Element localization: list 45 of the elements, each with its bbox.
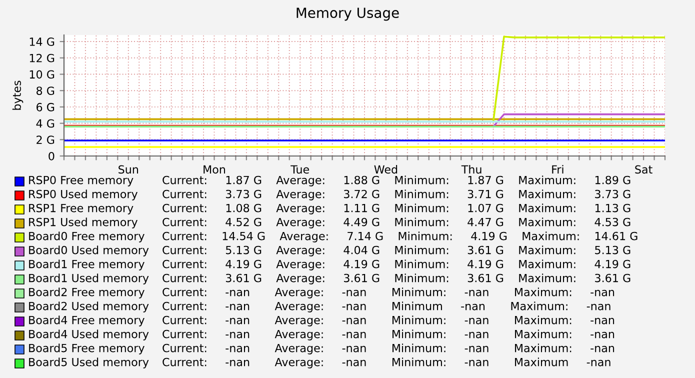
text: Current: -nan Average: -nan Minimum -nan Maximum: -nan xyxy=(162,302,610,312)
legend-label: RSP1 Free memory xyxy=(29,204,134,214)
text: Current: 3.61 G Average: 3.61 G Minimum: 3.61 G Maximum: 3.61 G xyxy=(162,274,630,284)
text: Current: -nan Average: -nan Minimum: -nan Maximum -nan xyxy=(162,358,610,368)
x-tick-label: Mon xyxy=(204,165,226,174)
text: Current: 1.87 G Average: 1.88 G Minimum: 1.87 G Maximum: 1.89 G xyxy=(162,176,630,186)
legend-label: Board0 Free memory xyxy=(29,232,144,242)
text: Current: 5.13 G Average: 4.04 G Minimum: 3.61 G Maximum: 5.13 G xyxy=(162,246,630,256)
text: Current: 4.52 G Average: 4.49 G Minimum: 4.47 G Maximum: 4.53 G xyxy=(162,218,630,228)
text: Current: -nan Average: -nan Minimum: -nan Maximum: -nan xyxy=(162,330,614,340)
legend-label: RSP1 Used memory xyxy=(29,218,138,228)
legend-label: Board0 Used memory xyxy=(29,246,149,256)
chart-title: Memory Usage xyxy=(296,8,399,21)
legend-label: Board4 Free memory xyxy=(29,316,144,326)
y-tick-label: 14 G xyxy=(30,38,54,46)
text: Current: 3.73 G Average: 3.72 G Minimum: 3.71 G Maximum: 3.73 G xyxy=(162,190,630,200)
legend-label: RSP0 Free memory xyxy=(29,176,134,186)
y-tick-label: 12 G xyxy=(30,54,54,62)
x-tick-label: Sat xyxy=(635,165,652,174)
legend-label: Board2 Free memory xyxy=(29,288,144,298)
x-tick-label: Thu xyxy=(461,165,482,174)
text: Current: -nan Average: -nan Minimum: -nan Maximum: -nan xyxy=(162,288,614,298)
legend-label: Board5 Free memory xyxy=(29,344,144,354)
legend-label: Board1 Free memory xyxy=(29,260,144,270)
x-tick-label: Wed xyxy=(374,165,398,174)
text: Current: 4.19 G Average: 4.19 G Minimum: 4.19 G Maximum: 4.19 G xyxy=(162,260,630,270)
y-tick-label: 8 G xyxy=(36,86,54,95)
legend-label: Board5 Used memory xyxy=(29,358,149,368)
x-tick-label: Tue xyxy=(290,165,310,174)
legend-label: Board2 Used memory xyxy=(29,302,149,312)
x-tick-label: Fri xyxy=(552,165,564,174)
y-axis-title: bytes xyxy=(12,80,24,110)
text: Current: 1.08 G Average: 1.11 G Minimum: 1.07 G Maximum: 1.13 G xyxy=(162,204,630,214)
legend-label: Board4 Used memory xyxy=(29,330,149,340)
y-tick-label: 6 G xyxy=(36,102,54,112)
text: Current: 14.54 G Average: 7.14 G Minimum: 4.19 G Maximum: 14.61 G xyxy=(162,232,638,242)
text: Current: -nan Average: -nan Minimum: -nan Maximum: -nan xyxy=(162,316,614,326)
x-tick-label: Sun xyxy=(118,165,138,174)
y-tick-label: 0 xyxy=(48,152,54,160)
y-tick-label: 10 G xyxy=(30,70,54,79)
legend-label: Board1 Used memory xyxy=(29,274,149,284)
text: Current: -nan Average: -nan Minimum: -nan Maximum: -nan xyxy=(162,344,614,354)
y-tick-label: 2 G xyxy=(36,136,54,144)
legend-label: RSP0 Used memory xyxy=(29,190,138,200)
y-tick-label: 4 G xyxy=(36,119,54,128)
